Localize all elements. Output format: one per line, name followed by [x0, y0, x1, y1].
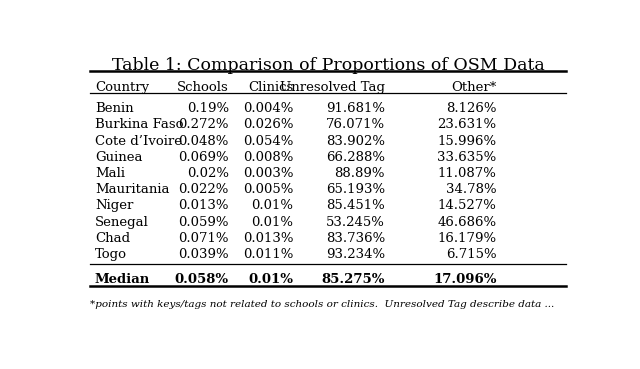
Text: 66.288%: 66.288% — [326, 151, 385, 164]
Text: 0.026%: 0.026% — [243, 118, 293, 131]
Text: Clinics: Clinics — [248, 81, 293, 94]
Text: Country: Country — [95, 81, 149, 94]
Text: 0.008%: 0.008% — [243, 151, 293, 164]
Text: Table 1: Comparison of Proportions of OSM Data: Table 1: Comparison of Proportions of OS… — [111, 57, 545, 74]
Text: Unresolved Tag: Unresolved Tag — [280, 81, 385, 94]
Text: 0.005%: 0.005% — [243, 183, 293, 196]
Text: 11.087%: 11.087% — [438, 167, 497, 180]
Text: 16.179%: 16.179% — [438, 232, 497, 245]
Text: 34.78%: 34.78% — [446, 183, 497, 196]
Text: Median: Median — [95, 273, 150, 286]
Text: 0.003%: 0.003% — [243, 167, 293, 180]
Text: 83.902%: 83.902% — [326, 135, 385, 148]
Text: 15.996%: 15.996% — [438, 135, 497, 148]
Text: 93.234%: 93.234% — [326, 248, 385, 261]
Text: 46.686%: 46.686% — [438, 215, 497, 229]
Text: Other*: Other* — [451, 81, 497, 94]
Text: Schools: Schools — [177, 81, 229, 94]
Text: 0.02%: 0.02% — [187, 167, 229, 180]
Text: 0.19%: 0.19% — [187, 102, 229, 115]
Text: *points with keys/tags not related to schools or clinics.  Unresolved Tag descri: *points with keys/tags not related to sc… — [90, 300, 554, 309]
Text: 91.681%: 91.681% — [326, 102, 385, 115]
Text: 0.069%: 0.069% — [178, 151, 229, 164]
Text: 0.01%: 0.01% — [252, 199, 293, 213]
Text: 65.193%: 65.193% — [326, 183, 385, 196]
Text: 83.736%: 83.736% — [326, 232, 385, 245]
Text: 0.059%: 0.059% — [179, 215, 229, 229]
Text: Benin: Benin — [95, 102, 134, 115]
Text: 0.048%: 0.048% — [179, 135, 229, 148]
Text: 85.451%: 85.451% — [326, 199, 385, 213]
Text: 14.527%: 14.527% — [438, 199, 497, 213]
Text: 8.126%: 8.126% — [446, 102, 497, 115]
Text: 0.058%: 0.058% — [175, 273, 229, 286]
Text: 0.011%: 0.011% — [243, 248, 293, 261]
Text: 17.096%: 17.096% — [433, 273, 497, 286]
Text: 0.01%: 0.01% — [248, 273, 293, 286]
Text: Senegal: Senegal — [95, 215, 148, 229]
Text: Togo: Togo — [95, 248, 127, 261]
Text: Burkina Faso: Burkina Faso — [95, 118, 184, 131]
Text: 0.272%: 0.272% — [179, 118, 229, 131]
Text: 53.245%: 53.245% — [326, 215, 385, 229]
Text: Niger: Niger — [95, 199, 133, 213]
Text: 33.635%: 33.635% — [437, 151, 497, 164]
Text: Mauritania: Mauritania — [95, 183, 170, 196]
Text: Cote d’Ivoire: Cote d’Ivoire — [95, 135, 182, 148]
Text: 76.071%: 76.071% — [326, 118, 385, 131]
Text: 85.275%: 85.275% — [321, 273, 385, 286]
Text: 0.039%: 0.039% — [178, 248, 229, 261]
Text: Mali: Mali — [95, 167, 125, 180]
Text: 88.89%: 88.89% — [335, 167, 385, 180]
Text: 6.715%: 6.715% — [446, 248, 497, 261]
Text: 0.013%: 0.013% — [243, 232, 293, 245]
Text: Guinea: Guinea — [95, 151, 142, 164]
Text: 0.004%: 0.004% — [243, 102, 293, 115]
Text: Chad: Chad — [95, 232, 130, 245]
Text: 0.01%: 0.01% — [252, 215, 293, 229]
Text: 0.022%: 0.022% — [179, 183, 229, 196]
Text: 0.071%: 0.071% — [179, 232, 229, 245]
Text: 0.054%: 0.054% — [243, 135, 293, 148]
Text: 23.631%: 23.631% — [438, 118, 497, 131]
Text: 0.013%: 0.013% — [179, 199, 229, 213]
